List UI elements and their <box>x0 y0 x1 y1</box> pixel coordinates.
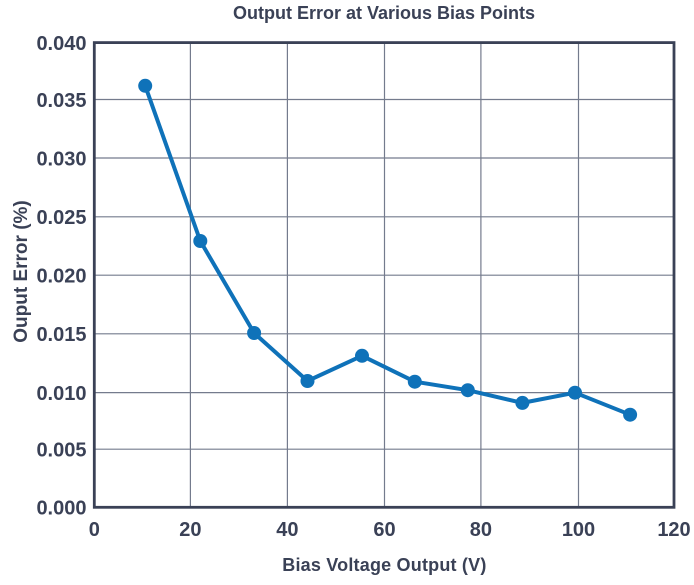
svg-text:0.010: 0.010 <box>36 383 86 405</box>
svg-text:80: 80 <box>470 519 492 541</box>
svg-text:120: 120 <box>657 519 690 541</box>
svg-text:Bias Voltage Output (V): Bias Voltage Output (V) <box>282 555 486 575</box>
svg-text:0.000: 0.000 <box>36 498 86 520</box>
svg-text:0.030: 0.030 <box>36 148 86 170</box>
svg-text:0.025: 0.025 <box>36 207 86 229</box>
svg-text:0.005: 0.005 <box>36 440 86 462</box>
svg-text:100: 100 <box>562 519 595 541</box>
svg-text:0.020: 0.020 <box>36 266 86 288</box>
svg-text:0.035: 0.035 <box>36 90 86 112</box>
svg-text:40: 40 <box>276 519 298 541</box>
svg-text:0.015: 0.015 <box>36 324 86 346</box>
svg-text:Ouput Error (%): Ouput Error (%) <box>11 200 32 343</box>
svg-text:20: 20 <box>179 519 201 541</box>
svg-text:60: 60 <box>373 519 395 541</box>
svg-text:0: 0 <box>89 519 100 541</box>
svg-text:0.040: 0.040 <box>36 33 86 55</box>
svg-text:Output Error at Various Bias P: Output Error at Various Bias Points <box>233 3 535 23</box>
